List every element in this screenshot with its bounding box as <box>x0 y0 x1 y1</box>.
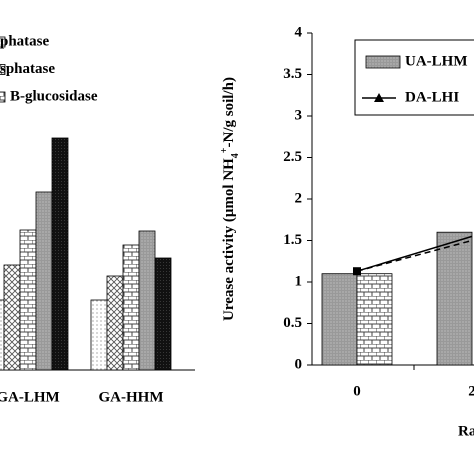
y-axis-label-part: -N/g soil/h) <box>221 77 237 147</box>
legend-label: UA-LHM <box>405 53 468 69</box>
x-axis-label: Ra <box>458 423 474 439</box>
bar <box>35 191 53 371</box>
bar <box>3 264 21 371</box>
x-tick-label: 0 <box>353 383 361 399</box>
legend-box <box>354 39 474 116</box>
y-axis-label-part: + <box>219 147 230 153</box>
bar <box>154 257 172 371</box>
bar <box>138 230 156 371</box>
right-chart: 0 0.5 1 1.5 2 2.5 3 3.5 4 0 2 Urease activity (μmol… <box>219 24 474 439</box>
bar <box>51 137 69 371</box>
y-tick-label: 0.5 <box>283 315 302 331</box>
y-tick-label: 1.5 <box>283 232 302 248</box>
legend-swatch <box>365 55 401 69</box>
bar <box>122 244 140 371</box>
y-tick-label: 2.5 <box>283 149 302 165</box>
bar <box>19 229 37 371</box>
legend-marker <box>374 93 384 102</box>
legend-label: B-glucosidase <box>10 88 98 104</box>
y-axis-label: Urease activity (μmol NH4+-N/g soil/h) <box>219 77 241 321</box>
bar <box>106 275 124 371</box>
bar <box>90 299 108 371</box>
x-tick-label: 2 <box>468 383 474 399</box>
bar <box>436 231 473 366</box>
legend-swatch <box>0 64 6 75</box>
legend-label: DA-LHI <box>405 89 459 105</box>
bar <box>0 299 5 371</box>
legend-swatch <box>0 36 6 48</box>
legend-label: sphatase <box>0 61 55 77</box>
y-tick-label: 4 <box>295 24 303 40</box>
y-tick-label: 1 <box>295 273 303 289</box>
y-axis-label-part: Urease activity (μmol NH <box>221 158 237 321</box>
y-axis-label-part: 4 <box>230 153 241 158</box>
legend-swatch <box>0 91 6 103</box>
bar <box>356 273 393 366</box>
y-tick-label: 3.5 <box>283 66 302 82</box>
y-tick-label: 0 <box>295 356 303 372</box>
legend-label: phatase <box>0 33 50 49</box>
bar <box>321 273 358 366</box>
left-chart: GA-LHM GA-HHM phatase sphatase B-glucosidase <box>0 33 195 405</box>
x-tick-label: GA-HHM <box>99 389 164 405</box>
y-tick-label: 2 <box>295 190 303 206</box>
y-tick-label: 3 <box>295 107 303 123</box>
x-tick-label: GA-LHM <box>0 389 60 405</box>
